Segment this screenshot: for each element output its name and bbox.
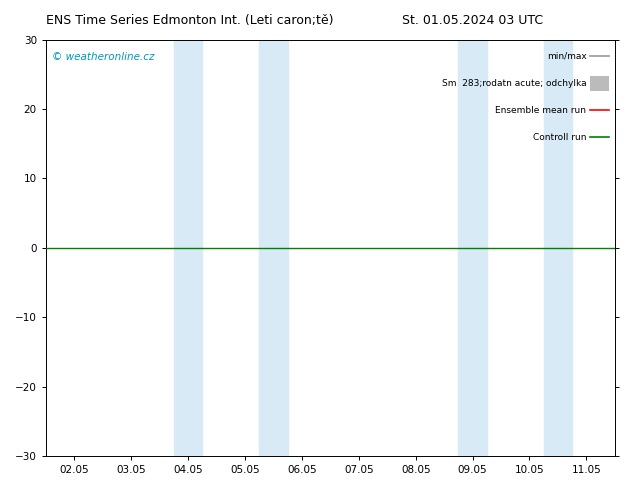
Text: © weatheronline.cz: © weatheronline.cz (51, 52, 154, 62)
Text: Sm  283;rodatn acute; odchylka: Sm 283;rodatn acute; odchylka (442, 79, 586, 88)
Bar (259, 40, 288, 456)
Text: min/max: min/max (547, 52, 586, 61)
Bar (590, 76, 609, 91)
Bar (174, 40, 202, 456)
Text: St. 01.05.2024 03 UTC: St. 01.05.2024 03 UTC (402, 14, 543, 27)
Bar (544, 40, 572, 456)
Bar (458, 40, 487, 456)
Text: Controll run: Controll run (533, 133, 586, 142)
Text: Ensemble mean run: Ensemble mean run (495, 106, 586, 115)
Text: ENS Time Series Edmonton Int. (Leti caron;tě): ENS Time Series Edmonton Int. (Leti caro… (46, 14, 334, 27)
